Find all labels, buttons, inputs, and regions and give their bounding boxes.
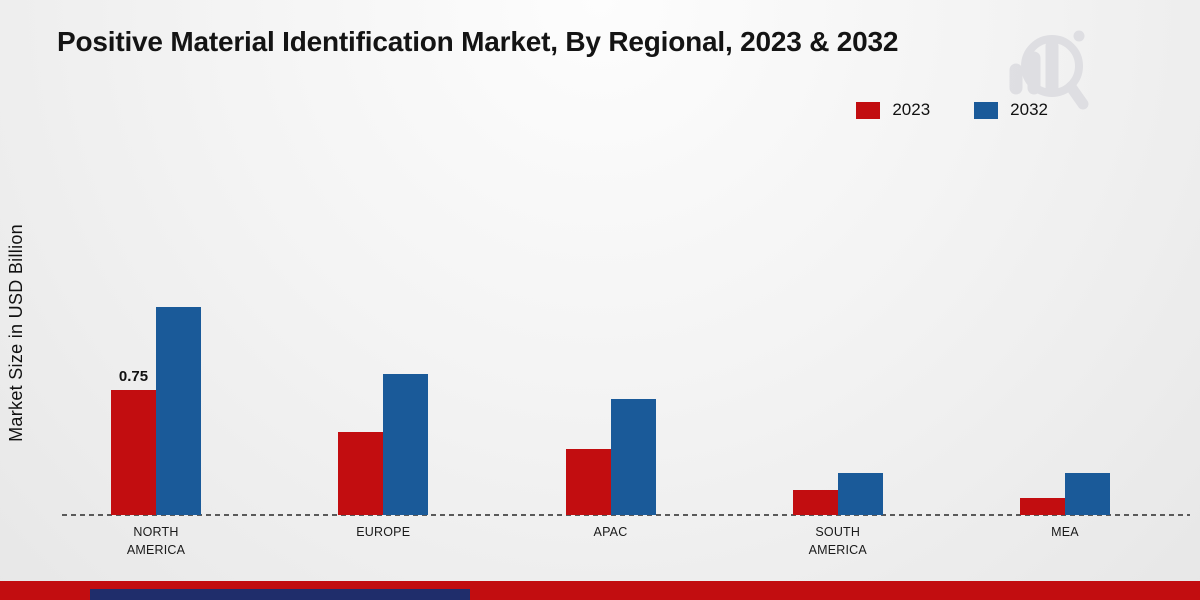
legend-label-2023: 2023 [892,100,931,119]
bar-group-south-america: SOUTH AMERICA [792,473,883,557]
bar-2023-mea [1020,498,1065,515]
bar-2023-apac [565,449,611,515]
bar-chart-magnifier-logo-icon [1006,24,1090,123]
x-tick-europe: EUROPE [356,525,411,539]
legend-swatch-2023 [856,101,881,119]
legend-swatch-2032 [974,101,999,119]
bar-2032-apac [610,399,656,515]
bar-group-apac: APAC [565,399,656,539]
bar-2032-mea [1065,473,1110,515]
bar-group-mea: MEA [1020,473,1110,539]
x-tick-mea: MEA [1051,525,1079,539]
legend-item-2032: 2032 [974,100,1048,120]
bar-2032-north-america [156,307,201,515]
bar-2023-north-america: 0.75 [111,368,156,515]
bar-value-label: 0.75 [118,368,149,385]
chart-title: Positive Material Identification Market,… [57,26,899,57]
bar-2023-europe [338,432,384,515]
x-tick-south-america: SOUTH AMERICA [808,525,867,557]
footer-accent-bar [90,589,470,600]
bar-group-europe: EUROPE [338,374,429,539]
bar-group-north-america: 0.75 NORTH AMERICA [111,307,201,557]
footer-bar [0,581,1200,600]
bar-2023-south-america [792,490,838,515]
plot-area: 0.75 NORTH AMERICA EUROPE APAC SOUTH AMERICA… [62,120,1190,557]
x-tick-north-america: NORTH AMERICA [126,525,186,557]
x-tick-apac: APAC [593,525,628,539]
bar-groups: 0.75 NORTH AMERICA EUROPE APAC SOUTH AMERICA… [62,120,1190,557]
y-axis-label: Market Size in USD Billion [6,224,26,442]
bar-2032-south-america [837,473,883,515]
bar-2032-europe [383,374,429,515]
x-axis-line [62,514,1190,516]
legend: 2023 2032 [856,100,1048,120]
legend-label-2032: 2032 [1010,100,1048,119]
legend-item-2023: 2023 [856,100,930,120]
